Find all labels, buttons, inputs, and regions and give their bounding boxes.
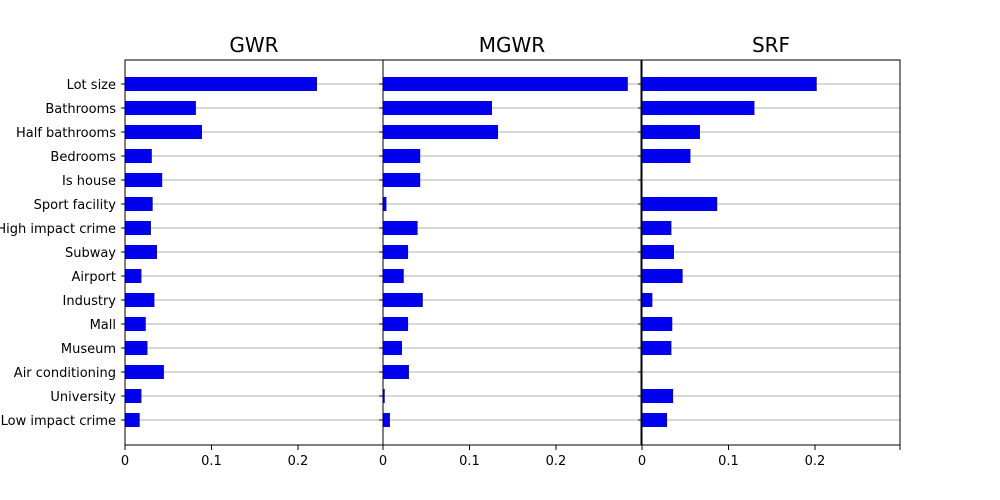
bar bbox=[383, 197, 387, 211]
bar bbox=[125, 77, 318, 91]
category-label: Subway bbox=[65, 246, 116, 261]
bar bbox=[125, 197, 153, 211]
bar bbox=[642, 245, 675, 259]
category-label: Bedrooms bbox=[50, 150, 116, 165]
category-label: University bbox=[50, 390, 116, 405]
bar bbox=[125, 389, 142, 403]
bar bbox=[125, 269, 142, 283]
category-label: Museum bbox=[61, 342, 116, 357]
x-tick-label: 0 bbox=[379, 454, 387, 469]
bar bbox=[125, 221, 151, 235]
bar bbox=[383, 269, 404, 283]
bar bbox=[383, 125, 499, 139]
bar bbox=[125, 149, 152, 163]
bar bbox=[125, 317, 146, 331]
x-tick-label: 0 bbox=[121, 454, 129, 469]
category-label: Air conditioning bbox=[14, 366, 116, 381]
panel-title: MGWR bbox=[479, 33, 546, 57]
bar bbox=[642, 77, 817, 91]
bar bbox=[125, 413, 140, 427]
category-label: Airport bbox=[72, 270, 117, 285]
category-label: Sport facility bbox=[34, 198, 117, 213]
x-tick-label: 0.2 bbox=[288, 454, 309, 469]
bar bbox=[383, 221, 418, 235]
x-tick-label: 0 bbox=[638, 454, 646, 469]
bar bbox=[642, 101, 755, 115]
category-label: Is house bbox=[62, 174, 116, 189]
bar bbox=[642, 293, 653, 307]
bar bbox=[642, 221, 672, 235]
chart-panels: GWR 0 0.1 0.2 MGWR 0 0.1 0.2 SRF 0 0.1 0.2 Lot size B… bbox=[0, 33, 901, 469]
bar bbox=[383, 77, 628, 91]
bar bbox=[125, 293, 155, 307]
panel-mgwr: MGWR 0 0.1 0.2 bbox=[379, 33, 642, 469]
bar bbox=[383, 341, 403, 355]
bar bbox=[125, 365, 164, 379]
bar bbox=[642, 341, 672, 355]
bar bbox=[125, 245, 158, 259]
bar bbox=[642, 317, 673, 331]
category-label: Mall bbox=[90, 318, 116, 333]
bar bbox=[642, 197, 718, 211]
category-label: Half bathrooms bbox=[16, 126, 116, 141]
bar bbox=[642, 149, 691, 163]
bar bbox=[383, 389, 385, 403]
bar bbox=[383, 317, 409, 331]
panel-title: SRF bbox=[752, 33, 790, 57]
bar bbox=[383, 365, 409, 379]
category-label: High impact crime bbox=[0, 222, 116, 237]
bar bbox=[642, 389, 674, 403]
x-tick-label: 0.2 bbox=[546, 454, 567, 469]
bar bbox=[125, 101, 196, 115]
bar bbox=[383, 413, 390, 427]
bar bbox=[383, 149, 421, 163]
bar bbox=[383, 245, 409, 259]
x-tick-label: 0.1 bbox=[201, 454, 222, 469]
panel-title: GWR bbox=[229, 33, 278, 57]
bar bbox=[383, 293, 423, 307]
x-tick-label: 0.1 bbox=[718, 454, 739, 469]
panel-srf: SRF 0 0.1 0.2 bbox=[638, 33, 901, 469]
category-label: Industry bbox=[63, 294, 117, 309]
category-label: Lot size bbox=[67, 78, 116, 93]
panel-gwr: GWR 0 0.1 0.2 bbox=[121, 33, 384, 469]
bar bbox=[125, 125, 202, 139]
bar bbox=[642, 269, 683, 283]
x-tick-label: 0.2 bbox=[805, 454, 826, 469]
bar bbox=[383, 101, 492, 115]
category-label: Low impact crime bbox=[1, 414, 116, 429]
bar bbox=[383, 173, 421, 187]
bar bbox=[642, 413, 668, 427]
x-tick-label: 0.1 bbox=[459, 454, 480, 469]
category-label: Bathrooms bbox=[45, 102, 116, 117]
bar bbox=[125, 173, 163, 187]
bar bbox=[125, 341, 148, 355]
bar bbox=[642, 125, 700, 139]
